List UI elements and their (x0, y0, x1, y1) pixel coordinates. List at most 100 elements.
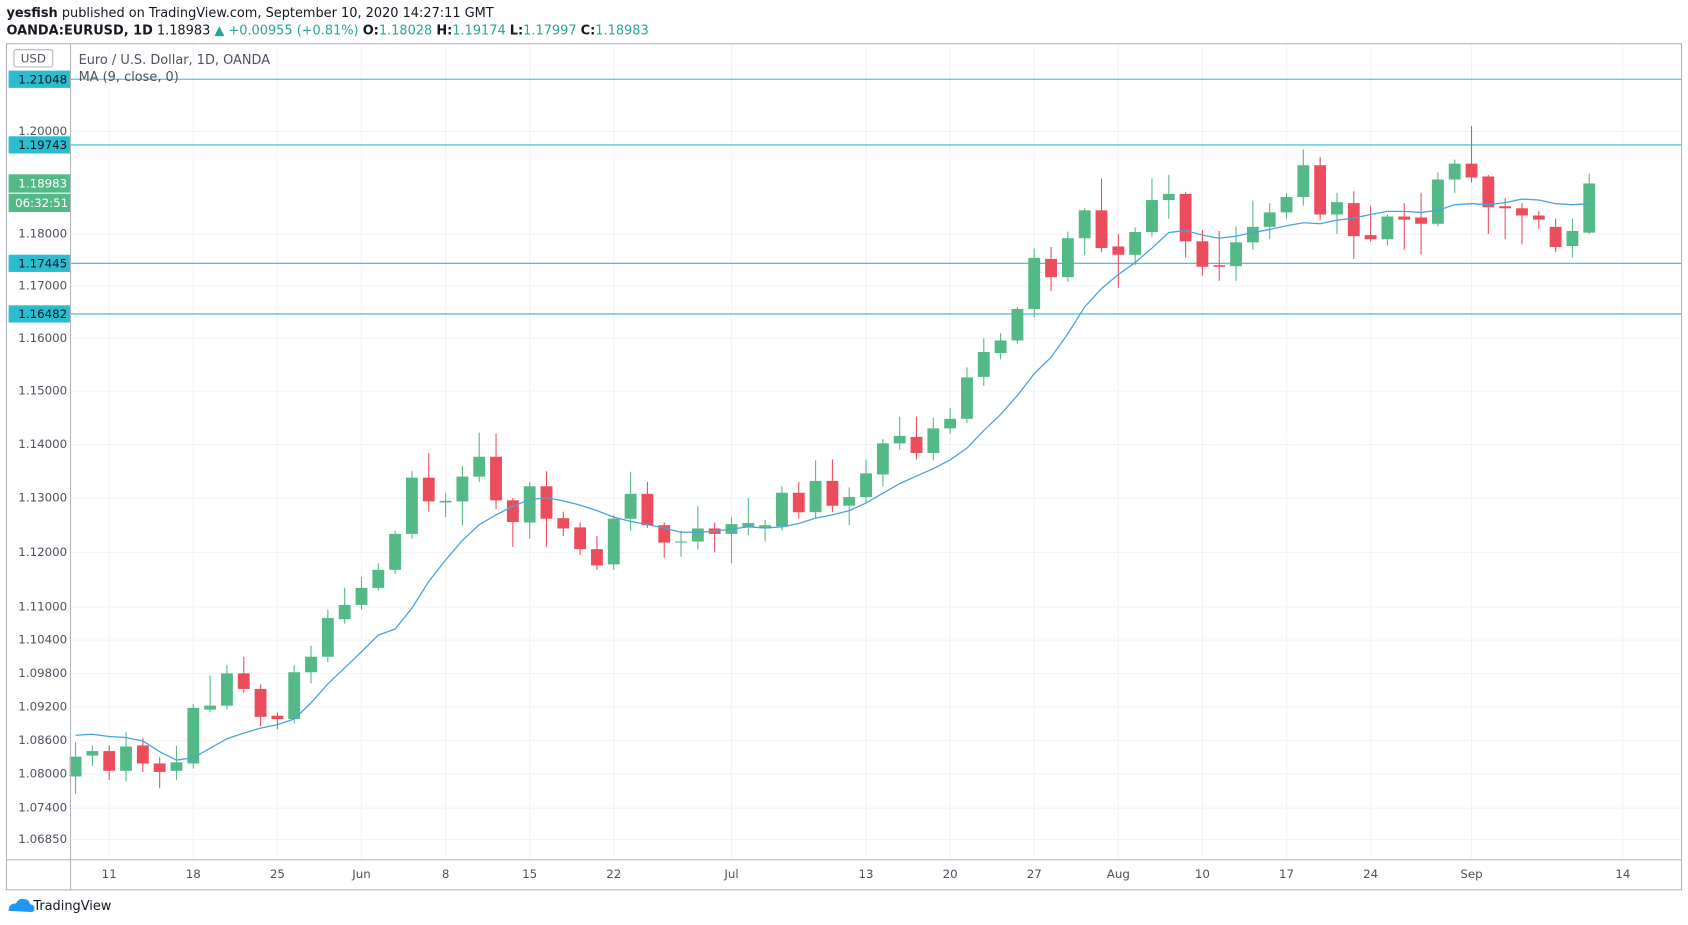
hline-label: 1.16482 (18, 307, 67, 321)
candle-body (977, 352, 990, 377)
candle-body (1061, 238, 1074, 278)
candle-body (86, 751, 99, 756)
x-tick-label: 22 (606, 867, 621, 881)
candle-body (927, 428, 940, 453)
candle-body (103, 751, 116, 771)
candle-body (1045, 258, 1057, 278)
candle-body (607, 518, 620, 565)
candle-body (944, 418, 957, 429)
ohlc-value: 1.18028 (379, 23, 432, 38)
y-tick-label: 1.17000 (18, 278, 67, 292)
candle-body (843, 497, 856, 506)
candle-body (691, 528, 704, 542)
candle-body (288, 672, 301, 720)
price: 1.18983 (157, 23, 210, 38)
y-tick-label: 1.20000 (18, 124, 67, 138)
candle-body (1381, 216, 1394, 240)
candle-body (876, 443, 889, 475)
change: ▲ +0.00955 (+0.81%) (214, 23, 358, 38)
y-tick-label: 1.09800 (18, 666, 67, 680)
candle-body (1465, 163, 1478, 178)
candle-body (1398, 216, 1411, 220)
candle-body (204, 705, 217, 710)
candle-body (321, 618, 334, 657)
x-tick-label: 25 (270, 867, 285, 881)
candle-body (1196, 241, 1209, 267)
candle-body (574, 527, 587, 550)
hline-label: 1.21048 (18, 72, 67, 86)
candle-body (254, 688, 267, 717)
plot (69, 78, 1682, 794)
candle-body (1280, 196, 1293, 213)
candle-body (69, 756, 82, 777)
candle-body (271, 715, 284, 720)
y-tick-label: 1.06850 (18, 832, 67, 846)
published: published on TradingView.com, September … (62, 6, 494, 21)
legend-ma: MA (9, close, 0) (79, 70, 179, 85)
ohlc-key: O: (363, 23, 379, 38)
y-tick-label: 1.14000 (18, 437, 67, 451)
candle-body (742, 523, 755, 528)
candle-body (422, 477, 435, 502)
x-tick-label: 10 (1195, 867, 1210, 881)
candle-body (1331, 202, 1343, 215)
candle-body (1448, 163, 1461, 180)
countdown-box (8, 193, 70, 213)
x-tick-label: 8 (442, 867, 450, 881)
y-tick-label: 1.09200 (18, 699, 67, 713)
candle-body (1129, 232, 1142, 255)
grid (71, 44, 1682, 860)
y-tick-label: 1.15000 (18, 384, 67, 398)
candle-body (1499, 206, 1512, 209)
candle-body (1516, 208, 1528, 216)
symbol-line: OANDA:EURUSD, 1D 1.18983 ▲ +0.00955 (+0.… (6, 23, 648, 38)
x-tick-label: 20 (943, 867, 958, 881)
candle-body (776, 492, 788, 527)
y-tick-label: 1.07400 (18, 801, 67, 815)
candle-body (1112, 246, 1125, 255)
currency-box (13, 49, 54, 68)
y-tick-label: 1.10400 (18, 633, 67, 647)
candle-body (1532, 215, 1545, 220)
y-tick-label: 1.13000 (18, 491, 67, 505)
candle-body (1011, 308, 1024, 341)
candle-body (1566, 230, 1579, 246)
footer-logo (8, 898, 35, 912)
x-tick-label: Jul (723, 867, 738, 881)
candle-body (305, 656, 317, 673)
hline-label: 1.17445 (18, 256, 67, 270)
x-tick-label: Aug (1107, 867, 1130, 881)
x-tick-label: 24 (1363, 867, 1378, 881)
candle-body (961, 377, 973, 419)
x-tick-label: 11 (102, 867, 117, 881)
x-tick-label: 14 (1615, 867, 1630, 881)
candle-body (1549, 226, 1562, 248)
candle-body (170, 762, 183, 771)
candle-body (338, 604, 351, 620)
publisher: yesfish (6, 6, 57, 21)
candle-body (237, 673, 250, 689)
publish-line: yesfish published on TradingView.com, Se… (6, 6, 493, 21)
candle-body (1415, 217, 1427, 224)
candle-body (910, 436, 923, 453)
candle-body (372, 569, 385, 588)
y-tick-label: 1.08000 (18, 767, 67, 781)
candle-body (389, 533, 402, 570)
candle-body (490, 456, 502, 501)
candle-body (591, 549, 603, 566)
candle-body (1146, 200, 1158, 233)
candle-body (826, 480, 839, 506)
candle-body (809, 480, 822, 513)
candle-body (641, 493, 654, 526)
candle-body (1364, 235, 1377, 240)
y-tick-label: 1.18000 (18, 227, 67, 241)
candle-body (658, 525, 671, 543)
candle-body (1263, 212, 1276, 227)
candle-body (860, 473, 872, 498)
ohlc-value: 1.19174 (452, 23, 505, 38)
ohlc-key: C: (581, 23, 596, 38)
candle-body (355, 587, 368, 605)
x-tick-label: 13 (859, 867, 874, 881)
